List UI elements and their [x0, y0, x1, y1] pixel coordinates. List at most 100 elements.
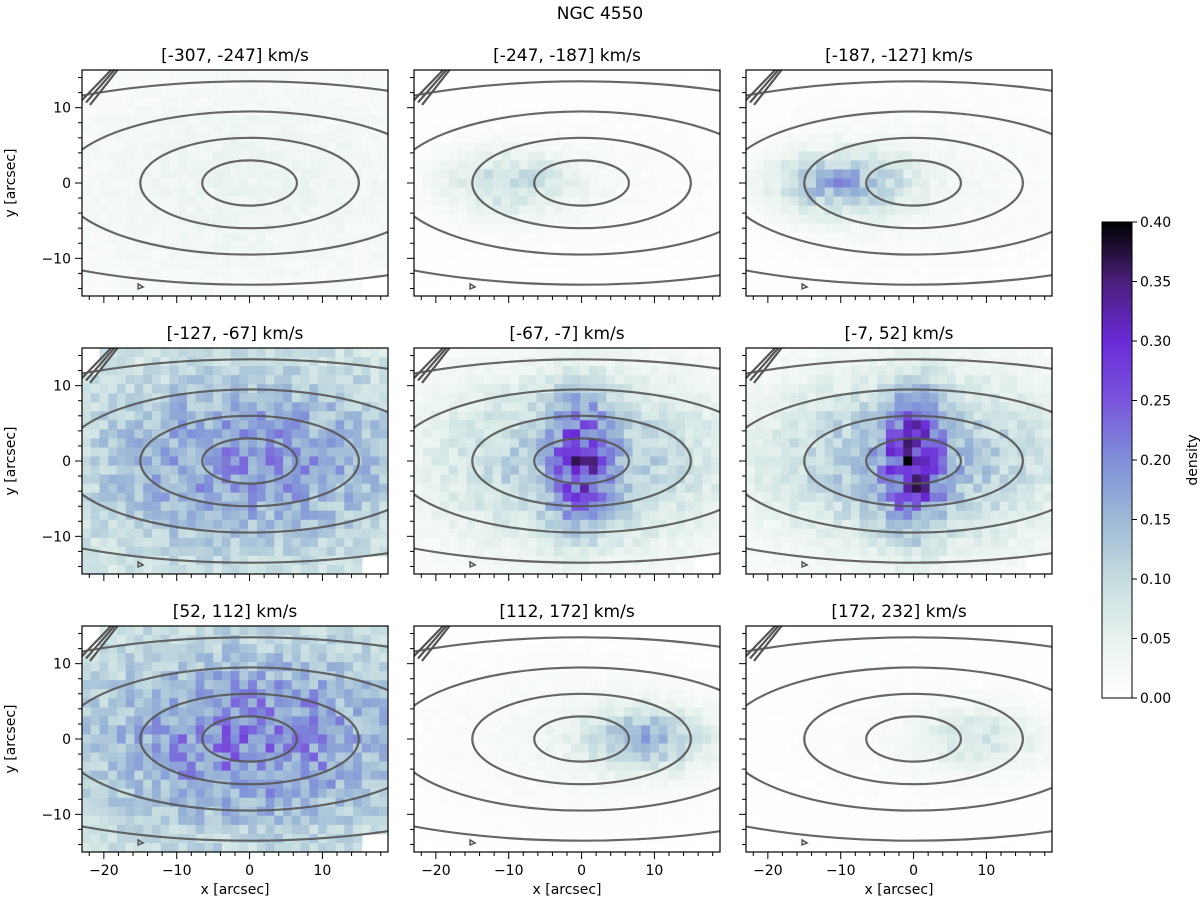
density-cell [833, 420, 843, 430]
density-cell [947, 178, 957, 189]
density-cell [344, 510, 354, 521]
density-cell [685, 70, 695, 80]
density-cell [291, 79, 302, 89]
density-cell [877, 286, 887, 296]
density-cell [440, 411, 450, 421]
density-cell [370, 528, 380, 539]
density-cell [912, 277, 922, 288]
density-cell [562, 214, 572, 225]
density-cell [1017, 196, 1027, 207]
density-cell [326, 402, 337, 412]
density-cell [562, 546, 572, 557]
density-cell [650, 429, 660, 439]
density-cell [151, 79, 162, 89]
density-cell [248, 447, 258, 458]
density-cell [90, 286, 101, 296]
density-cell [431, 393, 441, 403]
density-cell [151, 187, 162, 198]
density-cell [151, 223, 162, 234]
density-cell [204, 232, 214, 243]
density-cell [457, 420, 468, 430]
density-cell [885, 250, 896, 261]
density-cell [571, 537, 581, 548]
density-cell [492, 214, 503, 225]
density-cell [641, 483, 651, 494]
density-cell [125, 169, 136, 180]
density-cell [230, 115, 240, 125]
density-cell [982, 259, 992, 270]
density-cell [300, 232, 310, 243]
density-cell [1052, 411, 1061, 421]
density-cell [195, 510, 205, 521]
density-cell [606, 510, 616, 521]
density-cell [772, 169, 782, 180]
density-cell [685, 492, 695, 503]
density-cell [466, 492, 476, 503]
density-cell [151, 438, 162, 449]
density-cell [973, 259, 983, 270]
density-cell [912, 241, 922, 252]
density-cell [108, 115, 118, 125]
density-cell [457, 160, 468, 171]
density-cell [169, 151, 179, 161]
density-cell [361, 429, 372, 439]
density-cell [134, 456, 144, 467]
density-cell [842, 268, 852, 279]
density-cell [283, 214, 293, 225]
density-cell [580, 438, 590, 449]
density-cell [291, 510, 302, 521]
density-cell [501, 70, 511, 80]
density-cell [440, 456, 450, 467]
density-cell [213, 79, 223, 89]
density-cell [326, 142, 337, 152]
density-cell [431, 178, 441, 189]
density-cell [623, 366, 634, 376]
density-cell [353, 492, 363, 503]
density-cell [859, 250, 869, 261]
density-cell [178, 546, 188, 557]
density-cell [431, 187, 441, 198]
density-cell [195, 115, 205, 125]
density-cell [964, 106, 974, 116]
density-cell [134, 420, 144, 430]
density-cell [160, 402, 171, 412]
density-cell [483, 106, 494, 116]
density-cell [379, 259, 388, 270]
density-cell [213, 474, 223, 485]
density-cell [475, 411, 485, 421]
density-cell [239, 232, 249, 243]
density-cell [204, 205, 214, 216]
contour-line [414, 348, 444, 379]
density-cell [448, 420, 459, 430]
density-cell [388, 375, 397, 385]
density-cell [309, 375, 319, 385]
density-cell [300, 241, 310, 252]
density-cell [361, 223, 372, 234]
density-cell [580, 537, 590, 548]
density-cell [597, 70, 607, 80]
density-cell [134, 232, 144, 243]
density-cell [204, 178, 214, 189]
density-cell [178, 402, 188, 412]
density-cell [518, 151, 529, 161]
density-cell [990, 411, 1001, 421]
density-cell [178, 501, 188, 512]
density-cell [283, 277, 293, 288]
density-cell [483, 510, 494, 521]
density-cell [414, 151, 424, 161]
density-cell [134, 447, 144, 458]
density-cell [754, 250, 765, 261]
density-cell [676, 223, 686, 234]
density-cell [1017, 88, 1027, 98]
density-cell [824, 187, 835, 198]
density-cell [833, 286, 843, 296]
density-cell [720, 420, 729, 430]
density-cell [877, 402, 887, 412]
density-cell [134, 250, 144, 261]
density-cell [82, 438, 92, 449]
density-cell [632, 402, 642, 412]
density-cell [344, 429, 354, 439]
density-cell [213, 142, 223, 152]
density-cell [82, 501, 92, 512]
density-cell [693, 124, 704, 134]
